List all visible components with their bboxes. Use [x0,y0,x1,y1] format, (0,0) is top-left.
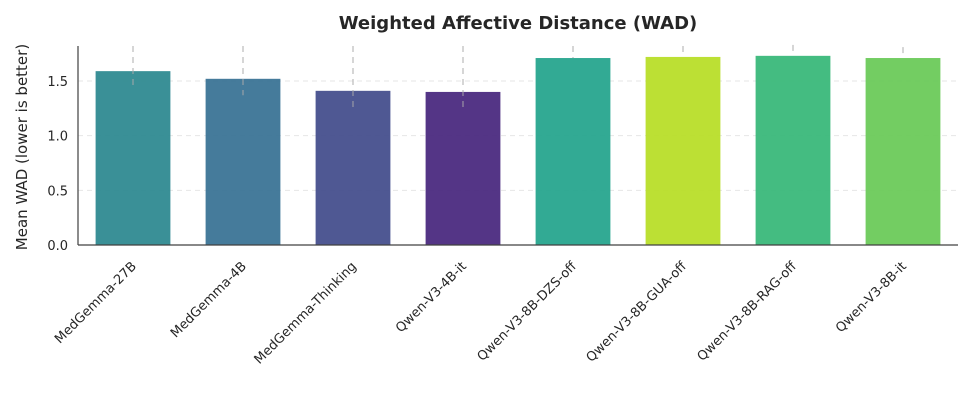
bar-6 [755,55,831,245]
bar-4 [535,58,611,246]
bar-7 [865,58,941,246]
error-lines [132,44,904,109]
y-tick-label-1: 0.5 [47,184,68,199]
bar-2 [315,90,391,245]
x-tick-label-3: Qwen-V3-4B-it [393,259,470,336]
bars [95,55,941,246]
x-tick-label-1: MedGemma-4B [168,259,250,341]
x-tick-label-5: Qwen-V3-8B-GUA-off [584,258,691,365]
y-ticks: 0.0 0.5 1.0 1.5 [47,75,68,254]
x-tick-label-2: MedGemma-Thinking [252,259,360,367]
y-tick-label-2: 1.0 [47,130,68,145]
x-ticks: MedGemma-27B MedGemma-4B MedGemma-Thinking… [52,258,910,367]
y-tick-label-0: 0.0 [47,239,68,254]
y-axis-label: Mean WAD (lower is better) [13,44,31,250]
x-tick-label-7: Qwen-V3-8B-it [833,259,910,336]
bar-1 [205,78,281,245]
bar-3 [425,91,501,245]
x-tick-label-4: Qwen-V3-8B-DZS-off [475,258,581,364]
chart-title: Weighted Affective Distance (WAD) [339,13,698,34]
y-tick-label-3: 1.5 [47,75,68,90]
x-tick-label-6: Qwen-V3-8B-RAG-off [695,258,801,364]
x-tick-label-0: MedGemma-27B [52,259,140,347]
bar-5 [645,56,721,245]
axes [77,46,958,246]
bar-0 [95,71,171,246]
